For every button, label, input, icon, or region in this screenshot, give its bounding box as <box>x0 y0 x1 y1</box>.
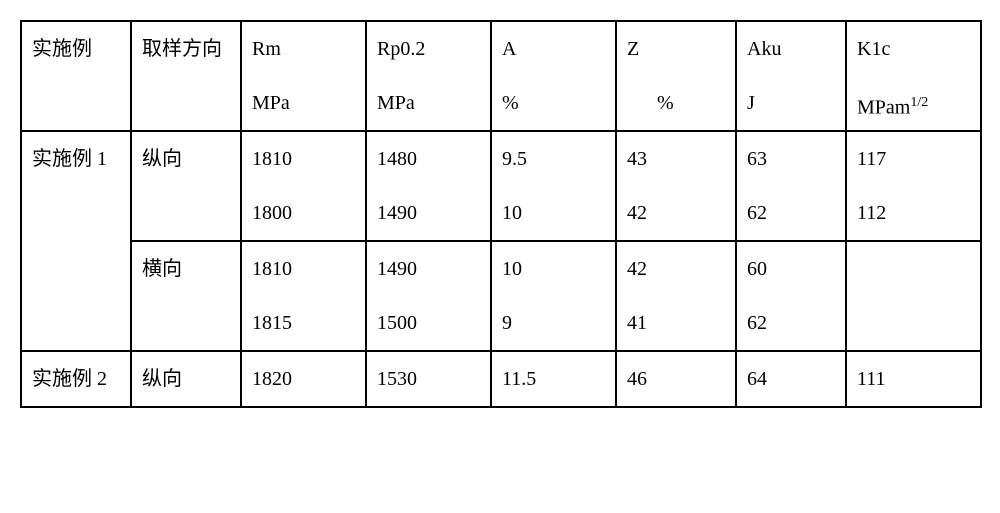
cell-value: 1490 <box>377 242 480 296</box>
cell-z: 42 41 <box>616 241 736 351</box>
cell-value: 62 <box>747 296 835 350</box>
table-row: 实施例 1 纵向 1810 1800 1480 1490 9.5 10 43 4… <box>21 131 981 241</box>
cell-example-text: 实施例 2 <box>32 352 120 406</box>
table-row: 实施例 2 纵向 1820 1530 11.5 46 64 111 <box>21 351 981 407</box>
cell-example: 实施例 1 <box>21 131 131 351</box>
header-k1c-h1: K1c <box>857 22 970 76</box>
cell-direction: 纵向 <box>131 351 241 407</box>
cell-value: 10 <box>502 242 605 296</box>
cell-value: 11.5 <box>502 352 605 406</box>
header-rp02-h1: Rp0.2 <box>377 22 480 76</box>
table-row: 横向 1810 1815 1490 1500 10 9 42 41 60 62 <box>21 241 981 351</box>
cell-direction-text: 纵向 <box>142 132 230 186</box>
cell-value: 64 <box>747 352 835 406</box>
cell-value: 41 <box>627 296 725 350</box>
cell-value: 1480 <box>377 132 480 186</box>
cell-value: 1820 <box>252 352 355 406</box>
cell-k1c <box>846 241 981 351</box>
header-direction-h2 <box>142 76 230 130</box>
cell-direction: 纵向 <box>131 131 241 241</box>
cell-value: 112 <box>857 186 970 240</box>
cell-value <box>857 242 970 296</box>
header-direction-h1: 取样方向 <box>142 22 230 76</box>
header-aku-h2: J <box>747 76 835 130</box>
header-example: 实施例 <box>21 21 131 131</box>
cell-value: 63 <box>747 132 835 186</box>
header-rm-h1: Rm <box>252 22 355 76</box>
header-aku: Aku J <box>736 21 846 131</box>
header-a: A % <box>491 21 616 131</box>
cell-value: 62 <box>747 186 835 240</box>
cell-value: 42 <box>627 242 725 296</box>
header-k1c: K1c MPam1/2 <box>846 21 981 131</box>
cell-value: 46 <box>627 352 725 406</box>
cell-value: 117 <box>857 132 970 186</box>
header-z-h2: % <box>627 76 725 130</box>
header-a-h1: A <box>502 22 605 76</box>
cell-z: 43 42 <box>616 131 736 241</box>
cell-value: 9 <box>502 296 605 350</box>
header-row: 实施例 取样方向 Rm MPa Rp0.2 MPa A % Z % Aku J … <box>21 21 981 131</box>
cell-value: 111 <box>857 352 970 406</box>
cell-k1c: 117 112 <box>846 131 981 241</box>
header-rm: Rm MPa <box>241 21 366 131</box>
header-rp02-h2: MPa <box>377 76 480 130</box>
cell-k1c: 111 <box>846 351 981 407</box>
cell-value: 1810 <box>252 242 355 296</box>
cell-value: 1800 <box>252 186 355 240</box>
cell-value: 1815 <box>252 296 355 350</box>
cell-example-text: 实施例 1 <box>32 132 120 186</box>
header-k1c-h2: MPam1/2 <box>857 76 970 130</box>
cell-aku: 60 62 <box>736 241 846 351</box>
header-example-h1: 实施例 <box>32 22 120 76</box>
header-a-h2: % <box>502 76 605 130</box>
cell-aku: 64 <box>736 351 846 407</box>
data-table: 实施例 取样方向 Rm MPa Rp0.2 MPa A % Z % Aku J … <box>20 20 982 408</box>
cell-example: 实施例 2 <box>21 351 131 407</box>
cell-rp02: 1480 1490 <box>366 131 491 241</box>
header-aku-h1: Aku <box>747 22 835 76</box>
cell-value: 10 <box>502 186 605 240</box>
cell-rp02: 1490 1500 <box>366 241 491 351</box>
cell-rm: 1820 <box>241 351 366 407</box>
cell-direction: 横向 <box>131 241 241 351</box>
cell-aku: 63 62 <box>736 131 846 241</box>
cell-direction-text: 纵向 <box>142 352 230 406</box>
cell-direction-text: 横向 <box>142 242 230 296</box>
header-direction: 取样方向 <box>131 21 241 131</box>
cell-a: 11.5 <box>491 351 616 407</box>
cell-a: 10 9 <box>491 241 616 351</box>
header-z-h1: Z <box>627 22 725 76</box>
cell-value: 42 <box>627 186 725 240</box>
cell-value: 9.5 <box>502 132 605 186</box>
cell-value: 1810 <box>252 132 355 186</box>
cell-value: 1500 <box>377 296 480 350</box>
cell-value <box>857 296 970 350</box>
cell-z: 46 <box>616 351 736 407</box>
cell-rm: 1810 1815 <box>241 241 366 351</box>
cell-rm: 1810 1800 <box>241 131 366 241</box>
cell-value: 1490 <box>377 186 480 240</box>
cell-value: 43 <box>627 132 725 186</box>
header-z: Z % <box>616 21 736 131</box>
cell-value: 1530 <box>377 352 480 406</box>
header-rm-h2: MPa <box>252 76 355 130</box>
cell-rp02: 1530 <box>366 351 491 407</box>
header-rp02: Rp0.2 MPa <box>366 21 491 131</box>
header-example-h2 <box>32 76 120 130</box>
cell-a: 9.5 10 <box>491 131 616 241</box>
cell-value: 60 <box>747 242 835 296</box>
